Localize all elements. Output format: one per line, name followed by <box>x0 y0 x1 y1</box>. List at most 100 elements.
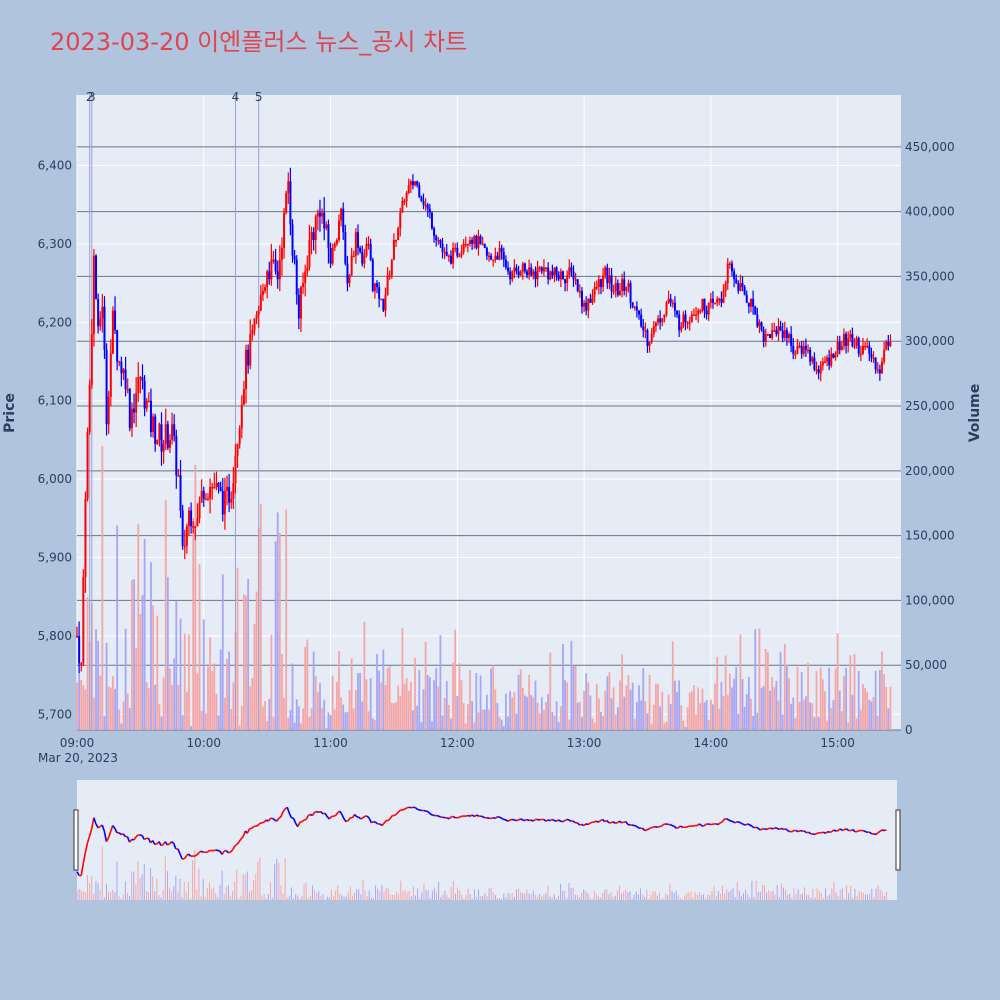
candle-body <box>160 424 163 452</box>
volume-bar <box>82 685 85 730</box>
candle-body <box>187 510 190 527</box>
volume-bar <box>365 679 368 730</box>
candle-body <box>555 267 558 276</box>
range-slider[interactable] <box>77 780 897 900</box>
slider-price-segment <box>404 807 408 810</box>
slider-price-segment <box>261 821 265 824</box>
candle-body <box>766 334 769 336</box>
volume-bar <box>764 648 767 730</box>
slider-price-segment <box>499 816 503 820</box>
candle-body <box>458 255 461 258</box>
volume-bar <box>874 670 877 730</box>
slider-price-segment <box>787 829 791 833</box>
volume-bar <box>243 594 245 730</box>
slider-price-segment <box>465 814 469 817</box>
slider-price-segment <box>537 818 540 821</box>
candle-body <box>874 357 877 370</box>
slider-volume-bar <box>475 896 477 900</box>
volume-bar <box>483 709 486 730</box>
slider-price-segment <box>518 818 522 821</box>
slider-volume-bar <box>818 890 820 900</box>
slider-price-segment <box>543 818 547 822</box>
slider-volume-bar <box>246 871 248 900</box>
candle-body <box>749 298 752 307</box>
price-tick-label: 5,800 <box>38 629 72 643</box>
volume-bar <box>671 641 674 730</box>
slider-price-segment <box>457 816 460 819</box>
candle-body <box>105 349 108 425</box>
volume-bar <box>276 512 279 730</box>
candle-body <box>650 334 653 342</box>
slider-volume-bar <box>745 889 747 900</box>
candle-body <box>665 302 668 315</box>
volume-bar <box>169 668 171 730</box>
slider-volume-bar <box>524 893 526 900</box>
candle-body <box>511 271 514 280</box>
volume-bar <box>832 700 835 730</box>
candle-body <box>464 243 467 246</box>
slider-volume-bar <box>223 893 225 900</box>
candle-body <box>722 290 725 303</box>
slider-price-segment <box>707 823 711 826</box>
volume-bar <box>536 702 539 730</box>
volume-bar <box>809 702 812 730</box>
volume-bar <box>553 715 556 730</box>
slider-price-segment <box>223 849 227 852</box>
candle-body <box>883 349 886 362</box>
range-slider-right-handle[interactable] <box>895 809 901 871</box>
candle-body <box>357 232 360 248</box>
slider-price-segment <box>398 809 402 813</box>
volume-bar <box>367 711 370 730</box>
volume-bar <box>781 714 784 730</box>
slider-volume-bar <box>734 896 736 900</box>
slider-price-segment <box>476 814 479 817</box>
slider-price-segment <box>265 819 269 822</box>
slider-volume-bar <box>677 895 679 900</box>
candle-body <box>149 400 152 433</box>
volume-bar <box>779 651 782 730</box>
slider-volume-bar <box>196 889 198 900</box>
candle-body <box>720 298 723 303</box>
candle-body <box>192 526 195 528</box>
candle-body <box>249 334 252 366</box>
volume-bar <box>109 687 112 730</box>
slider-price-segment <box>774 827 778 830</box>
slider-price-segment <box>600 818 604 822</box>
candle-body <box>521 263 524 272</box>
volume-bar <box>192 517 195 730</box>
volume-bar <box>811 703 814 730</box>
slider-volume-bar <box>166 871 168 900</box>
volume-bar <box>450 718 452 730</box>
candle-body <box>99 318 102 327</box>
candle-body <box>889 341 892 346</box>
volume-bar <box>156 615 159 730</box>
slider-price-segment <box>696 823 700 827</box>
slider-volume-bar <box>181 897 183 900</box>
slider-price-segment <box>86 835 91 844</box>
slider-price-segment <box>738 821 742 825</box>
range-slider-left-handle[interactable] <box>73 809 79 871</box>
volume-bar <box>635 701 638 730</box>
volume-bar <box>405 678 408 730</box>
candle-body <box>684 314 687 323</box>
slider-price-segment <box>291 817 294 820</box>
volume-bar <box>103 716 106 730</box>
slider-volume-bar <box>770 891 772 900</box>
candle-body <box>612 290 615 293</box>
volume-bar <box>572 665 575 730</box>
slider-volume-bar <box>438 882 440 900</box>
slider-volume-bar <box>497 897 499 900</box>
slider-volume-bar <box>211 888 213 900</box>
candle-body <box>441 243 444 252</box>
slider-volume-bar <box>743 893 745 900</box>
candle-body <box>437 240 440 242</box>
slider-price-segment <box>112 825 116 829</box>
candle-body <box>887 341 890 346</box>
slider-price-segment <box>585 823 589 826</box>
news-marker-label: 2 <box>86 90 94 104</box>
slider-volume-bar <box>768 889 770 900</box>
slider-price-segment <box>823 831 826 835</box>
volume-bar <box>826 720 828 730</box>
slider-price-segment <box>88 828 93 837</box>
